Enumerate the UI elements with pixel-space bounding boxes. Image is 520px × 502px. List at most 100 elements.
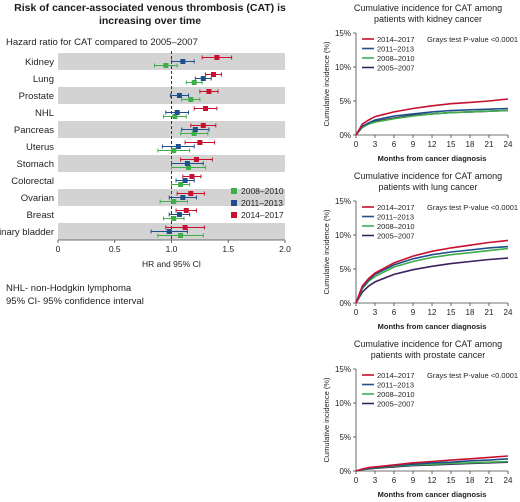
- legend-label: 2011–2013: [377, 45, 414, 54]
- y-tick-label: 15%: [335, 365, 351, 374]
- category-label: Kidney: [25, 57, 54, 68]
- x-tick-label: 6: [392, 140, 397, 149]
- x-tick-label: 9: [411, 308, 416, 317]
- hr-point: [183, 208, 189, 213]
- chart-title-line2: patients with kidney cancer: [374, 14, 482, 24]
- x-axis-label: Months from cancer diagnosis: [378, 490, 487, 499]
- hr-point: [214, 55, 220, 60]
- hr-point: [203, 106, 209, 111]
- hr-point: [184, 161, 190, 166]
- pvalue-annotation: Grays test P-value <0.0001: [427, 203, 518, 212]
- x-tick-label: 15: [447, 476, 456, 485]
- legend-label: 2008–2010: [377, 390, 415, 399]
- hr-point: [178, 182, 184, 187]
- prostate-incidence-chart: Cumulative incidence for CAT amongpatien…: [322, 339, 518, 499]
- hr-point: [188, 191, 194, 196]
- y-tick-label: 15%: [335, 197, 351, 206]
- legend-label: 2005–2007: [377, 400, 415, 409]
- legend-label: 2008–2010: [241, 186, 284, 196]
- y-tick-label: 5%: [339, 433, 351, 442]
- x-tick-label: 0: [354, 140, 359, 149]
- x-tick-label: 9: [411, 476, 416, 485]
- y-tick-label: 0%: [339, 467, 351, 476]
- x-tick-label: 2.0: [279, 244, 291, 254]
- category-label: Prostate: [19, 91, 54, 102]
- x-axis-label: Months from cancer diagnosis: [378, 322, 487, 331]
- legend-swatch: [231, 188, 237, 194]
- hr-point: [176, 212, 182, 217]
- category-label: Urinary bladder: [0, 227, 54, 238]
- series-line: [355, 455, 509, 472]
- hr-point: [188, 97, 194, 102]
- hr-point: [176, 93, 182, 98]
- footnote-ci: 95% CI- 95% confidence interval: [6, 296, 144, 307]
- hr-point: [206, 89, 212, 94]
- hr-point: [178, 233, 184, 238]
- x-tick-label: 12: [428, 140, 437, 149]
- x-tick-label: 9: [411, 140, 416, 149]
- y-tick-label: 5%: [339, 97, 351, 106]
- legend-label: 2005–2007: [377, 232, 415, 241]
- pvalue-annotation: Grays test P-value <0.0001: [427, 35, 518, 44]
- category-label: Lung: [33, 74, 54, 85]
- main-title-line1: Risk of cancer-associated venous thrombo…: [14, 2, 286, 14]
- hr-point: [175, 144, 181, 149]
- x-tick-label: 18: [466, 476, 475, 485]
- footnote-nhl: NHL- non-Hodgkin lymphoma: [6, 283, 132, 294]
- x-axis-label: HR and 95% CI: [142, 259, 201, 269]
- legend-label: 2014–2017: [377, 203, 415, 212]
- x-tick-label: 21: [485, 308, 494, 317]
- chart-title-line1: Cumulative incidence for CAT among: [354, 171, 502, 181]
- legend-label: 2011–2013: [377, 213, 414, 222]
- x-tick-label: 24: [504, 140, 513, 149]
- category-label: Ovarian: [21, 193, 54, 204]
- hr-point: [180, 59, 186, 64]
- series-line: [355, 257, 509, 304]
- chart-title-line1: Cumulative incidence for CAT among: [354, 339, 502, 349]
- main-title: Risk of cancer-associated venous thrombo…: [0, 2, 300, 28]
- hr-point: [182, 178, 188, 183]
- hr-point: [197, 140, 203, 145]
- y-tick-label: 10%: [335, 399, 351, 408]
- y-axis-label: Cumulative incidence (%): [322, 209, 331, 295]
- legend-label: 2014–2017: [377, 35, 415, 44]
- x-tick-label: 3: [373, 140, 378, 149]
- legend-label: 2005–2007: [377, 64, 415, 73]
- x-tick-label: 15: [447, 308, 456, 317]
- hr-point: [191, 131, 197, 136]
- y-tick-label: 10%: [335, 63, 351, 72]
- lung-incidence-chart: Cumulative incidence for CAT amongpatien…: [322, 171, 518, 331]
- hr-point: [200, 76, 206, 81]
- y-tick-label: 15%: [335, 29, 351, 38]
- legend-label: 2008–2010: [377, 54, 415, 63]
- category-label: Colorectal: [11, 176, 54, 187]
- legend-label: 2008–2010: [377, 222, 415, 231]
- y-tick-label: 10%: [335, 231, 351, 240]
- x-tick-label: 3: [373, 308, 378, 317]
- hr-point: [180, 195, 186, 200]
- x-tick-label: 6: [392, 308, 397, 317]
- series-line: [355, 245, 509, 304]
- chart-title-line2: patients with lung cancer: [378, 182, 477, 192]
- hr-point: [171, 216, 177, 221]
- x-tick-label: 24: [504, 476, 513, 485]
- hr-point: [182, 225, 188, 230]
- x-tick-label: 3: [373, 476, 378, 485]
- x-tick-label: 0: [56, 244, 61, 254]
- category-label: Stomach: [17, 159, 55, 170]
- series-line: [355, 239, 509, 304]
- y-tick-label: 0%: [339, 299, 351, 308]
- x-tick-label: 21: [485, 476, 494, 485]
- hr-point: [189, 174, 195, 179]
- chart-title-line2: patients with prostate cancer: [371, 350, 486, 360]
- category-label: NHL: [35, 108, 54, 119]
- x-tick-label: 6: [392, 476, 397, 485]
- series-line: [355, 109, 509, 136]
- x-tick-label: 1.0: [166, 244, 178, 254]
- category-label: Uterus: [26, 142, 54, 153]
- x-tick-label: 12: [428, 308, 437, 317]
- series-line: [355, 107, 509, 136]
- x-tick-label: 18: [466, 140, 475, 149]
- hr-point: [172, 114, 178, 119]
- x-axis-label: Months from cancer diagnosis: [378, 154, 487, 163]
